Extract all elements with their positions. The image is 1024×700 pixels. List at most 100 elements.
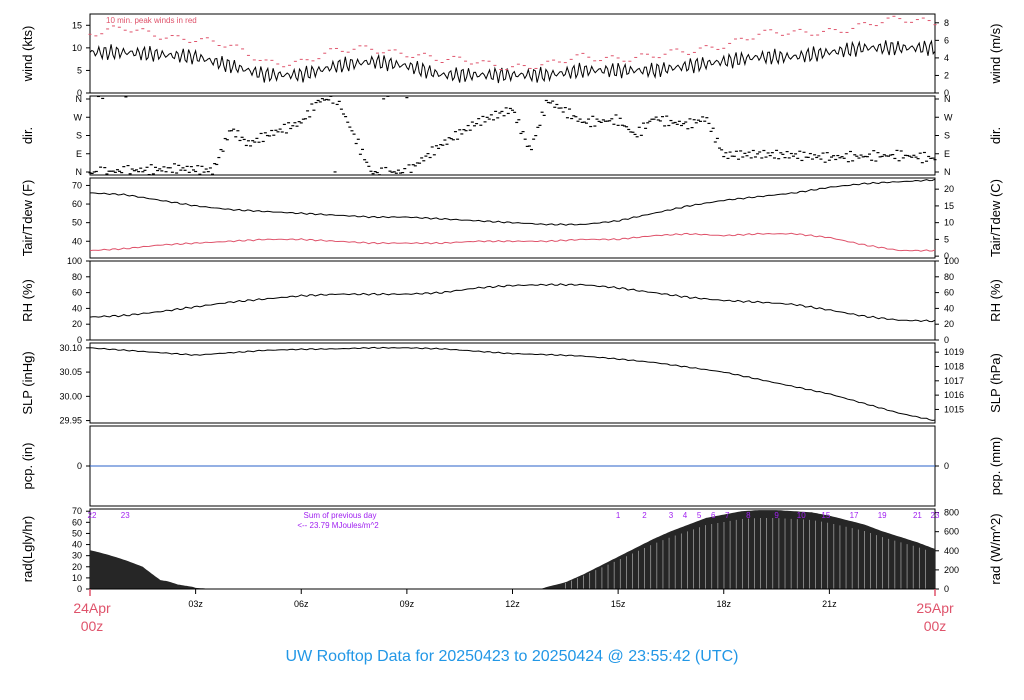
ylabel-right-wind: wind (m/s) [988,24,1003,85]
series-radiation [90,510,935,589]
ytick-label-left-precip: 0 [77,461,82,471]
radiation-annotation-2: <-- 23.79 MJoules/m^2 [297,521,379,530]
ytick-label-left-slp: 30.00 [59,391,82,401]
ytick-label-right-wind: 8 [944,18,949,28]
radiation-hour-label: 21 [913,511,922,520]
ytick-label-right-direction: N [944,167,951,177]
panel-frame-wind [89,13,936,94]
ytick-label-left-radiation: 50 [72,528,82,538]
ytick-label-right-rh: 20 [944,319,954,329]
ylabel-left-wind: wind (kts) [20,26,35,83]
series-tdew [89,232,936,252]
ytick-label-right-slp: 1019 [944,347,964,357]
x-tick-label: 03z [188,599,203,609]
ytick-label-left-radiation: 40 [72,540,82,550]
radiation-hour-label: 1 [616,511,621,520]
ytick-label-left-wind: 5 [77,65,82,75]
ytick-label-left-direction: E [76,149,82,159]
ytick-label-left-slp: 30.05 [59,367,82,377]
x-tick-label: 21z [822,599,837,609]
radiation-hour-label: 15 [821,511,830,520]
ylabel-right-temperature: Tair/Tdew (C) [988,179,1003,257]
ytick-label-right-rh: 60 [944,288,954,298]
ylabel-right-slp: SLP (hPa) [988,353,1003,413]
ylabel-left-precip: pcp. (in) [20,443,35,490]
ytick-label-right-wind: 4 [944,53,949,63]
ytick-label-right-slp: 1018 [944,361,964,371]
radiation-hour-label: 22 [88,511,97,520]
ytick-label-right-direction: S [944,131,950,141]
ytick-label-right-rh: 40 [944,303,954,313]
ytick-label-right-temperature: 10 [944,218,954,228]
radiation-hour-label: 9 [774,511,779,520]
ytick-label-left-direction: S [76,131,82,141]
ytick-label-right-rh: 80 [944,272,954,282]
ytick-label-left-temperature: 40 [72,236,82,246]
ytick-label-right-temperature: 0 [944,251,949,261]
ytick-label-right-slp: 1016 [944,390,964,400]
ytick-label-left-rh: 40 [72,303,82,313]
ylabel-left-direction: dir. [20,127,35,144]
ytick-label-left-direction: W [74,112,83,122]
x-end-time: 00z [924,618,947,634]
radiation-hour-label: 23 [121,511,130,520]
ytick-label-left-slp: 29.95 [59,416,82,426]
series-slp [89,346,936,421]
ytick-label-right-wind: 0 [944,88,949,98]
footer-title: UW Rooftop Data for 20250423 to 20250424… [285,648,739,665]
panel-frame-temperature [89,177,936,259]
ytick-label-left-wind: 10 [72,43,82,53]
x-tick-label: 18z [716,599,731,609]
radiation-hour-label: 2 [642,511,647,520]
ylabel-left-rh: RH (%) [20,279,35,322]
ytick-label-right-radiation: 400 [944,546,959,556]
ytick-label-left-radiation: 60 [72,517,82,527]
radiation-hour-label: 19 [878,511,887,520]
ytick-label-left-direction: N [76,167,83,177]
ytick-label-left-wind: 15 [72,20,82,30]
series-rh [89,283,936,323]
radiation-hour-label: 17 [850,511,859,520]
ylabel-right-radiation: rad (W/m^2) [988,513,1003,584]
wind-annotation: 10 min. peak winds in red [106,16,197,25]
ylabel-right-precip: pcp. (mm) [988,437,1003,496]
ytick-label-left-temperature: 50 [72,218,82,228]
panel-frame-direction [89,95,936,176]
ytick-label-left-direction: N [76,94,83,104]
radiation-hour-label: 6 [711,511,716,520]
panel-frame-rh [89,260,936,341]
ytick-label-right-radiation: 800 [944,508,959,518]
ylabel-left-temperature: Tair/Tdew (F) [20,180,35,257]
x-tick-label: 12z [505,599,520,609]
ytick-label-right-radiation: 200 [944,565,959,575]
ytick-label-right-slp: 1017 [944,376,964,386]
radiation-annotation-1: Sum of previous day [304,511,377,520]
ylabel-left-radiation: rad(Lgly/hr) [20,516,35,582]
ytick-label-right-direction: W [944,112,953,122]
ytick-label-right-slp: 1015 [944,404,964,414]
radiation-hour-label: 10 [797,511,806,520]
x-start-date: 24Apr [73,600,111,616]
ytick-label-left-temperature: 60 [72,199,82,209]
ytick-label-left-radiation: 20 [72,562,82,572]
ytick-label-right-precip: 0 [944,461,949,471]
radiation-hour-label: 23 [931,511,940,520]
x-tick-label: 15z [611,599,626,609]
ytick-label-right-direction: E [944,149,950,159]
ytick-label-right-direction: N [944,94,951,104]
ytick-label-right-radiation: 0 [944,584,949,594]
panel-frame-slp [89,342,936,424]
ytick-label-right-temperature: 15 [944,201,954,211]
radiation-hour-label: 8 [746,511,751,520]
ytick-label-right-radiation: 600 [944,527,959,537]
ytick-label-left-rh: 0 [77,335,82,345]
ytick-label-right-wind: 2 [944,70,949,80]
ytick-label-left-slp: 30.10 [59,343,82,353]
ytick-label-left-radiation: 0 [77,584,82,594]
ytick-label-right-rh: 0 [944,335,949,345]
ytick-label-left-radiation: 10 [72,573,82,583]
x-tick-label: 09z [400,599,415,609]
radiation-hour-label: 5 [697,511,702,520]
ytick-label-right-rh: 100 [944,256,959,266]
